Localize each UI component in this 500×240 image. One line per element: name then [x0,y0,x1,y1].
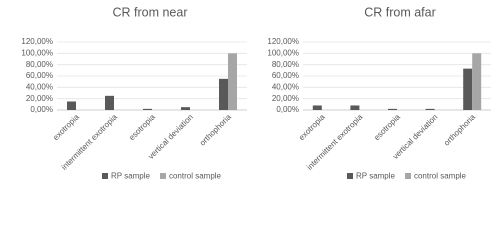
bar [350,105,360,110]
x-tick-label: exotropia [51,112,81,142]
y-tick-label: 0,00% [276,105,299,114]
x-tick-label: orthophoria [442,112,477,147]
bar [143,108,152,110]
legend-label: control sample [169,172,222,181]
legend-label: RP sample [356,172,396,181]
legend-swatch [404,173,411,179]
x-tick-label: esotropia [372,112,402,142]
legend-swatch [347,173,353,179]
y-tick-label: 0,00% [30,105,53,114]
chart-title: CR from afar [364,5,436,19]
x-tick-label: orthophoria [198,112,233,147]
y-tick-label: 40,00% [26,82,53,91]
y-tick-label: 20,00% [26,94,53,103]
y-tick-label: 100,00% [267,48,299,57]
x-tick-label: esotropia [127,112,157,142]
bar [388,108,397,110]
y-tick-label: 60,00% [26,71,53,80]
bar [472,53,482,110]
legend-label: control sample [414,172,467,181]
chart-page: CR from near 0,00% 20,00% 40,00% 60,00% 80,00… [21,5,491,181]
bar [228,53,237,110]
bar [312,105,322,110]
y-tick-label: 120,00% [267,37,299,46]
bar [67,101,76,110]
bar [105,95,114,110]
legend-swatch [159,173,166,179]
y-tick-label: 120,00% [21,37,53,46]
bar [463,68,473,110]
bar [219,78,228,110]
y-tick-label: 40,00% [272,82,299,91]
x-tick-label: exotropia [297,112,327,142]
legend-swatch [102,173,108,179]
bar [181,107,190,110]
legend-label: RP sample [111,172,151,181]
y-tick-label: 80,00% [272,60,299,69]
y-tick-label: 20,00% [272,94,299,103]
y-tick-label: 80,00% [26,60,53,69]
bar [425,108,435,110]
y-tick-label: 60,00% [272,71,299,80]
y-tick-label: 100,00% [21,48,53,57]
chart-title: CR from near [112,5,187,19]
